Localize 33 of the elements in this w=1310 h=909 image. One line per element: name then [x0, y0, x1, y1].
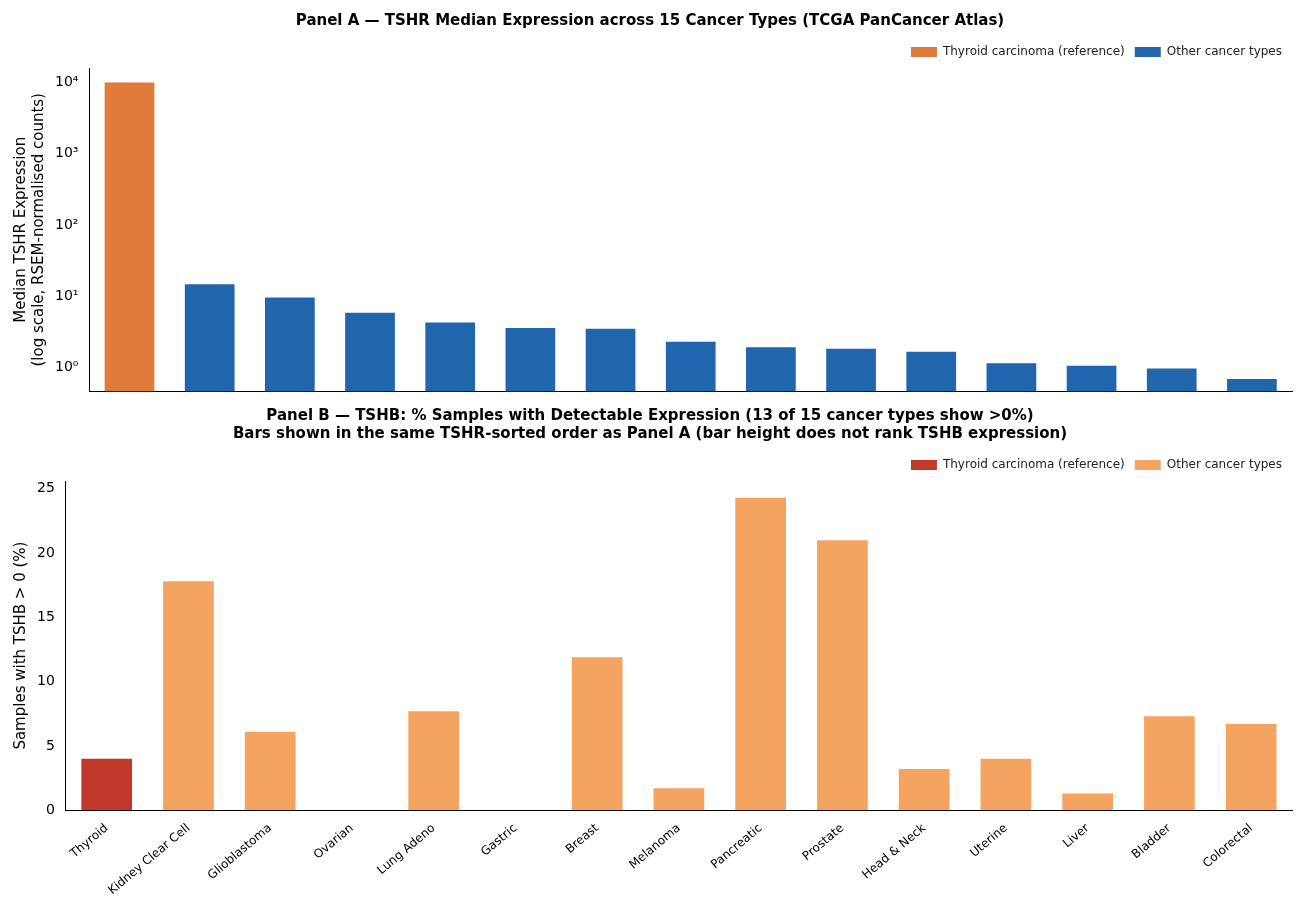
y-tick-label: 10² — [54, 215, 79, 232]
chart-subtitle: Bars shown in the same TSHR-sorted order as Panel A (bar height does not rank TSHB expression) — [232, 423, 1068, 442]
y-tick-label: 10⁴ — [54, 73, 79, 90]
bar — [1144, 716, 1195, 811]
bar — [735, 497, 786, 811]
y-tick-label: 25 — [36, 479, 55, 496]
legend-label: Other cancer types — [1166, 457, 1282, 472]
y-tick-label: 15 — [36, 607, 55, 624]
bar — [898, 769, 950, 811]
chart-title: Panel B — TSHB: % Samples with Detectable Expression (13 of 15 cancer types show >0%) — [266, 405, 1034, 424]
y-axis-title: Samples with TSHB > 0 (%) — [10, 541, 29, 750]
y-axis-title: Median TSHR Expression (log scale, RSEM-normalised counts) — [10, 93, 47, 367]
y-tick-label: 0 — [45, 800, 55, 817]
y-tick-label: 10³ — [54, 144, 79, 161]
bar — [81, 758, 133, 811]
bar — [244, 731, 296, 811]
y-tick-label: 20 — [36, 543, 55, 560]
legend-label: Other cancer types — [1166, 44, 1282, 59]
legend-label: Thyroid carcinoma (reference) — [941, 457, 1125, 472]
y-tick-label: 10⁰ — [54, 358, 79, 375]
bar — [1225, 724, 1277, 811]
chart-title: Panel A — TSHR Median Expression across 15 Cancer Types (TCGA PanCancer Atlas) — [295, 10, 1005, 29]
bar — [571, 657, 623, 811]
y-tick-label: 10¹ — [54, 286, 79, 303]
bar — [1062, 793, 1113, 811]
bar — [980, 758, 1032, 811]
bar — [408, 711, 460, 811]
bar — [163, 581, 214, 811]
bar — [817, 540, 868, 811]
y-tick-label: 10 — [36, 672, 55, 689]
bar — [653, 788, 705, 811]
y-tick-label: 5 — [45, 736, 55, 753]
legend-label: Thyroid carcinoma (reference) — [941, 44, 1125, 59]
